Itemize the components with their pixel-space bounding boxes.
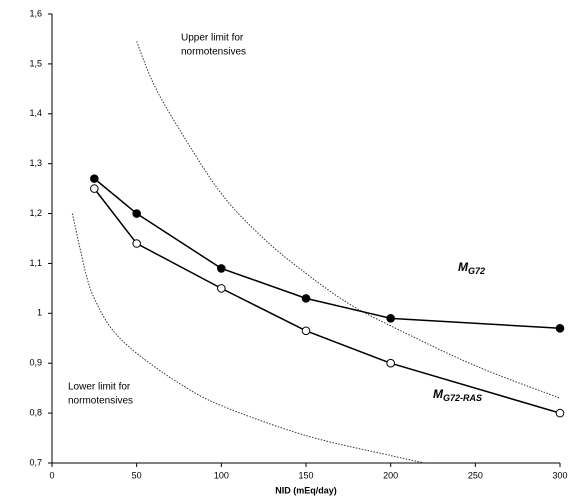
limit-label: normotensives	[68, 396, 133, 407]
x-tick-label: 150	[298, 470, 313, 480]
series-label: MG72-RAS	[433, 387, 482, 403]
y-tick-label: 1,6	[29, 8, 42, 18]
limit-curve	[136, 41, 561, 399]
y-tick-label: 1	[37, 308, 42, 318]
x-tick-label: 300	[552, 470, 567, 480]
y-tick-label: 0,9	[29, 358, 42, 368]
limit-curve	[71, 213, 425, 464]
y-tick-label: 0,8	[29, 407, 42, 417]
y-tick-label: 1,3	[29, 158, 42, 168]
x-tick-label: 250	[468, 470, 483, 480]
limit-label: normotensives	[181, 47, 246, 58]
data-point	[386, 358, 395, 368]
x-axis-title: NID (mEq/day)	[275, 485, 337, 495]
data-point	[217, 264, 226, 273]
data-point	[90, 184, 99, 193]
series-line	[93, 178, 561, 330]
data-point	[386, 314, 395, 323]
y-tick-label: 1,5	[29, 58, 42, 68]
data-point	[132, 239, 141, 248]
x-tick-label: 50	[132, 470, 142, 480]
series-label-sub: G72	[468, 266, 485, 276]
y-tick-label: 0,7	[29, 457, 42, 467]
series-label: MG72	[458, 260, 485, 276]
x-tick-label: 100	[214, 470, 229, 480]
data-point	[555, 324, 565, 333]
data-point	[90, 174, 99, 183]
limit-label: Upper limit for	[181, 33, 244, 44]
x-tick-label: 0	[49, 470, 54, 480]
x-tick-label: 200	[383, 470, 398, 480]
data-point	[555, 408, 565, 418]
data-point	[301, 294, 311, 303]
data-point	[301, 326, 311, 336]
series-label-sub: G72-RAS	[443, 393, 482, 403]
series-label-main: M	[458, 260, 469, 274]
y-tick-label: 1,1	[29, 258, 42, 268]
limit-label: Lower limit for	[68, 382, 131, 393]
y-tick-label: 1,4	[29, 108, 42, 118]
series-line	[93, 188, 561, 414]
data-point	[132, 209, 141, 218]
data-point	[217, 284, 226, 293]
y-tick-label: 1,2	[29, 208, 42, 218]
series-label-main: M	[433, 387, 444, 401]
